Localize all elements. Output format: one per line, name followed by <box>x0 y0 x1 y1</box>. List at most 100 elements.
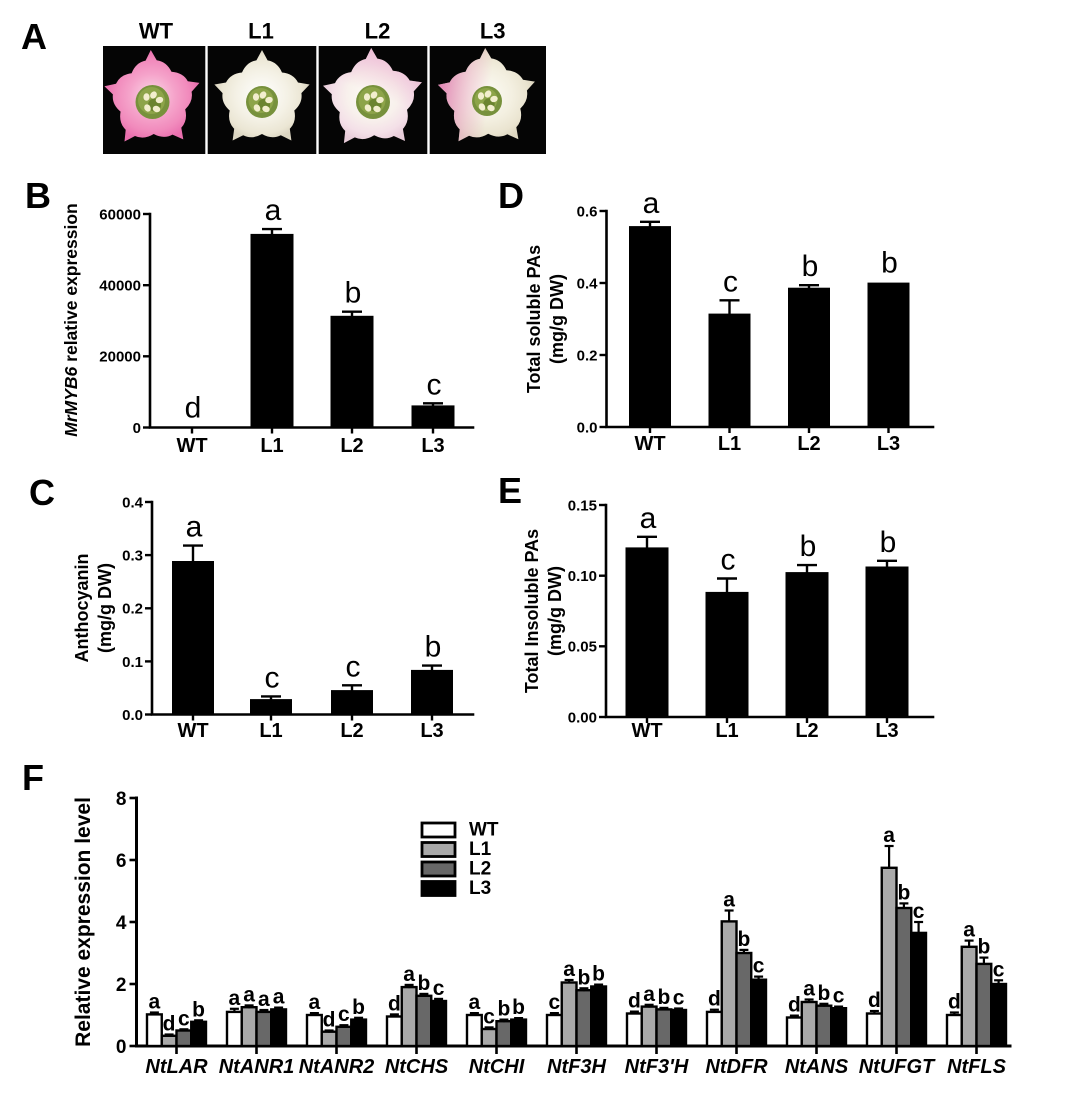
svg-text:L2: L2 <box>365 19 391 44</box>
svg-text:d: d <box>323 1009 336 1032</box>
svg-text:L2: L2 <box>795 720 818 742</box>
svg-text:c: c <box>833 985 845 1008</box>
svg-text:a: a <box>258 988 270 1011</box>
svg-text:a: a <box>186 511 203 544</box>
svg-text:b: b <box>657 986 670 1009</box>
svg-text:L1: L1 <box>469 839 492 860</box>
svg-text:b: b <box>345 277 362 310</box>
svg-text:L1: L1 <box>715 720 738 742</box>
svg-text:c: c <box>673 987 685 1010</box>
svg-text:0: 0 <box>133 420 141 437</box>
svg-text:b: b <box>417 972 430 995</box>
svg-text:L3: L3 <box>480 19 506 44</box>
svg-text:a: a <box>643 187 660 220</box>
svg-text:b: b <box>881 247 898 280</box>
svg-text:b: b <box>737 928 750 951</box>
svg-text:(mg/g DW): (mg/g DW) <box>545 566 565 656</box>
svg-text:0.0: 0.0 <box>577 419 598 436</box>
svg-text:NtFLS: NtFLS <box>947 1056 1007 1078</box>
svg-text:d: d <box>388 992 401 1015</box>
svg-text:NtUFGT: NtUFGT <box>859 1056 936 1078</box>
svg-text:a: a <box>229 987 241 1010</box>
svg-text:c: c <box>549 991 561 1014</box>
svg-text:L1: L1 <box>248 19 274 44</box>
svg-text:b: b <box>817 982 830 1005</box>
svg-text:c: c <box>753 955 765 978</box>
svg-text:L3: L3 <box>421 435 444 457</box>
svg-text:8: 8 <box>116 789 127 810</box>
svg-text:NtF3'H: NtF3'H <box>625 1056 689 1078</box>
svg-text:L2: L2 <box>797 433 820 455</box>
svg-text:WT: WT <box>177 720 208 742</box>
svg-text:c: c <box>427 368 442 401</box>
svg-text:WT: WT <box>469 820 499 841</box>
svg-text:0.0: 0.0 <box>122 707 143 724</box>
svg-text:b: b <box>192 998 205 1021</box>
svg-text:d: d <box>185 392 202 425</box>
svg-text:b: b <box>352 996 365 1019</box>
svg-text:WT: WT <box>139 19 174 44</box>
svg-text:a: a <box>643 983 655 1006</box>
svg-text:C: C <box>29 472 55 513</box>
svg-text:b: b <box>802 250 819 283</box>
svg-text:c: c <box>993 958 1005 981</box>
svg-text:0.2: 0.2 <box>577 347 598 364</box>
svg-text:NtANR1: NtANR1 <box>219 1056 295 1078</box>
svg-text:Relative expression level: Relative expression level <box>72 797 95 1047</box>
svg-text:b: b <box>977 936 990 959</box>
svg-text:b: b <box>577 966 590 989</box>
svg-text:0.00: 0.00 <box>568 709 597 726</box>
svg-text:0: 0 <box>116 1037 127 1058</box>
svg-text:NtDFR: NtDFR <box>705 1056 768 1078</box>
svg-text:WT: WT <box>176 435 207 457</box>
svg-text:6: 6 <box>116 851 127 872</box>
svg-text:b: b <box>800 530 817 563</box>
svg-text:60000: 60000 <box>99 206 141 223</box>
svg-text:(mg/g DW): (mg/g DW) <box>547 274 567 364</box>
svg-text:L3: L3 <box>420 720 443 742</box>
svg-text:NtANS: NtANS <box>785 1056 849 1078</box>
svg-text:NtCHS: NtCHS <box>385 1056 449 1078</box>
svg-text:4: 4 <box>116 913 127 934</box>
svg-text:L1: L1 <box>259 720 282 742</box>
svg-text:b: b <box>512 996 525 1019</box>
svg-text:NtCHI: NtCHI <box>469 1056 525 1078</box>
svg-text:D: D <box>498 175 524 216</box>
svg-text:c: c <box>483 1005 495 1028</box>
svg-text:b: b <box>497 998 510 1021</box>
svg-text:F: F <box>22 757 44 798</box>
svg-text:b: b <box>897 881 910 904</box>
svg-text:L1: L1 <box>718 433 741 455</box>
svg-text:a: a <box>803 978 815 1001</box>
svg-text:NtANR2: NtANR2 <box>299 1056 375 1078</box>
svg-text:2: 2 <box>116 975 127 996</box>
svg-text:a: a <box>469 991 481 1014</box>
svg-text:L2: L2 <box>340 720 363 742</box>
svg-text:d: d <box>628 990 641 1013</box>
svg-text:a: a <box>309 991 321 1014</box>
svg-text:20000: 20000 <box>99 349 141 366</box>
svg-text:L3: L3 <box>877 433 900 455</box>
svg-text:c: c <box>265 661 280 694</box>
svg-text:d: d <box>948 991 961 1014</box>
svg-text:MrMYB6 relative expression: MrMYB6 relative expression <box>61 203 81 436</box>
svg-text:NtF3H: NtF3H <box>547 1056 606 1078</box>
svg-text:B: B <box>25 175 51 216</box>
svg-text:L1: L1 <box>260 435 283 457</box>
svg-text:0.4: 0.4 <box>577 275 599 292</box>
svg-text:a: a <box>265 194 282 227</box>
svg-text:(mg/g DW): (mg/g DW) <box>95 563 115 653</box>
svg-text:c: c <box>346 650 361 683</box>
svg-text:Total Insoluble PAs: Total Insoluble PAs <box>522 529 542 693</box>
svg-text:WT: WT <box>631 720 662 742</box>
svg-text:c: c <box>721 544 736 577</box>
svg-text:a: a <box>149 991 161 1014</box>
svg-text:c: c <box>178 1007 190 1030</box>
svg-text:c: c <box>913 900 925 923</box>
svg-text:L3: L3 <box>469 878 491 899</box>
svg-text:WT: WT <box>634 433 665 455</box>
svg-text:b: b <box>592 963 605 986</box>
svg-text:b: b <box>880 526 897 559</box>
svg-text:0.6: 0.6 <box>577 203 598 220</box>
svg-text:0.05: 0.05 <box>568 639 597 656</box>
